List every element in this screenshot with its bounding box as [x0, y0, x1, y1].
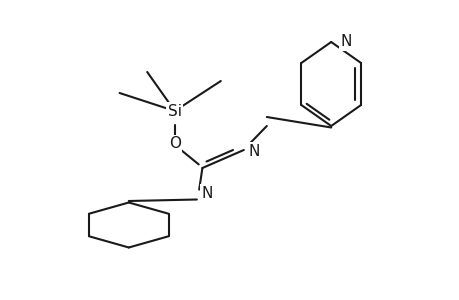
Text: Si: Si: [168, 103, 181, 118]
Text: N: N: [248, 144, 259, 159]
Text: N: N: [201, 186, 212, 201]
Text: O: O: [168, 136, 180, 152]
Text: N: N: [340, 34, 351, 50]
